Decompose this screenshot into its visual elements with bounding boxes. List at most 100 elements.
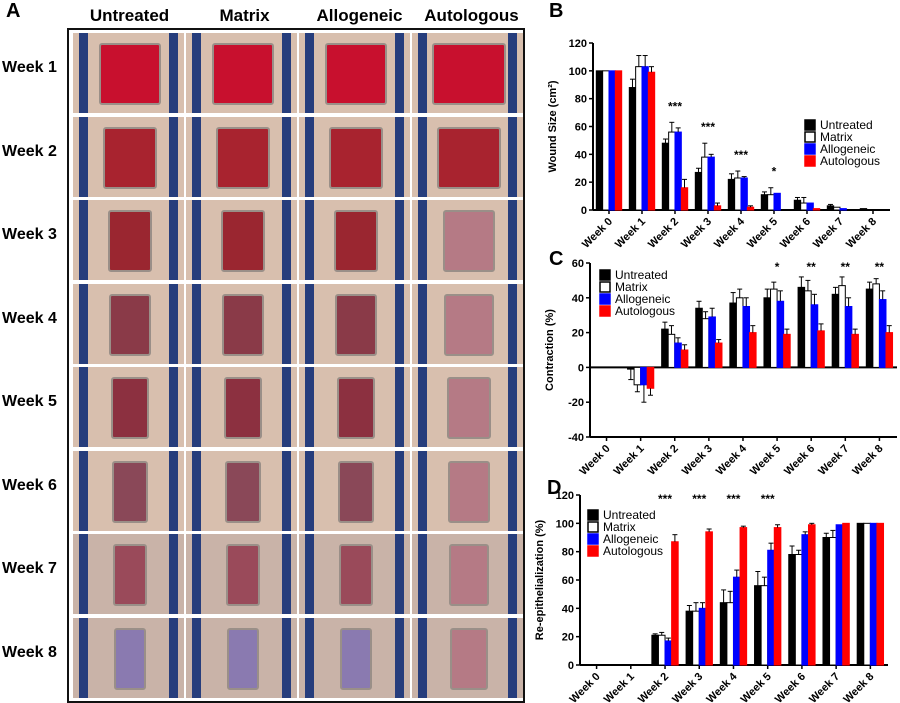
ruler-strap [418, 450, 427, 531]
ruler-strap [418, 116, 427, 197]
x-tick-label: Week 8 [850, 443, 885, 478]
ruler-strap [508, 617, 517, 698]
wound-photo [299, 367, 410, 447]
wound-area [216, 126, 270, 189]
ruler-strap [192, 534, 201, 614]
legend-swatch [587, 533, 599, 545]
bar-matrix [829, 537, 837, 666]
y-tick-label: 80 [575, 94, 587, 106]
wound-area [224, 377, 262, 439]
bar-allogeneic [740, 177, 748, 211]
ruler-strap [395, 200, 404, 280]
wound-area [339, 627, 373, 690]
bar-autologous [812, 208, 821, 211]
wound-area [334, 210, 378, 272]
bar-untreated [661, 328, 669, 368]
row-label: Week 6 [2, 476, 57, 494]
bar-allogeneic [640, 366, 648, 386]
wound-area [225, 544, 261, 606]
ruler-strap [282, 33, 291, 113]
x-tick-label: Week 1 [613, 216, 648, 251]
significance-marker: ** [807, 260, 817, 274]
ruler-strap [305, 450, 314, 531]
ruler-strap [169, 116, 178, 197]
y-tick-label: 60 [572, 258, 584, 270]
bar-autologous [646, 366, 655, 389]
legend-swatch [587, 521, 599, 533]
wound-photo [299, 534, 410, 614]
ruler-strap [192, 283, 201, 364]
bar-untreated [760, 194, 769, 211]
column-header: Matrix [219, 6, 270, 25]
bar-matrix [770, 288, 778, 368]
x-tick-label: Week 6 [782, 443, 817, 478]
wound-photo [412, 450, 523, 531]
y-tick-label: 0 [578, 362, 584, 374]
ruler-strap [418, 617, 427, 698]
column-header: Allogeneic [316, 6, 403, 25]
y-tick-label: 0 [568, 660, 574, 672]
x-tick-label: Week 1 [612, 443, 647, 478]
ruler-strap [79, 200, 88, 280]
bar-untreated [865, 288, 874, 368]
bar-autologous [807, 524, 816, 666]
bar-allogeneic [767, 549, 775, 666]
bar-matrix [633, 366, 642, 386]
wound-area [325, 43, 387, 105]
wound-photo [186, 33, 297, 113]
wound-photo [73, 283, 184, 364]
y-tick-label: 20 [572, 328, 584, 340]
ruler-strap [192, 116, 201, 197]
wound-photo [299, 450, 410, 531]
ruler-strap [395, 283, 404, 364]
y-tick-label: 60 [575, 122, 587, 134]
wound-area [432, 43, 506, 105]
ruler-strap [169, 200, 178, 280]
significance-marker: *** [668, 99, 682, 113]
x-tick-label: Week 7 [807, 671, 842, 703]
y-tick-label: 40 [562, 603, 574, 615]
ruler-strap [282, 617, 291, 698]
wound-area [221, 293, 265, 356]
bar-untreated [628, 87, 637, 211]
bar-untreated [856, 522, 865, 666]
wound-photo [186, 534, 297, 614]
bar-untreated [729, 302, 737, 368]
wound-area [449, 627, 489, 690]
bar-autologous [749, 332, 757, 368]
x-tick-label: Week 5 [739, 671, 774, 703]
x-tick-label: Week 2 [636, 671, 671, 703]
x-tick-label: Week 1 [602, 671, 637, 703]
x-tick-label: Week 4 [704, 670, 740, 703]
bar-untreated [685, 610, 694, 666]
legend-swatch [587, 509, 599, 521]
ruler-strap [192, 200, 201, 280]
ruler-strap [192, 617, 201, 698]
wound-photo [73, 534, 184, 614]
wound-area [437, 126, 501, 189]
ruler-strap [418, 283, 427, 364]
wound-photo-grid [67, 28, 525, 703]
panel-label-a: A [6, 0, 21, 22]
bar-allogeneic [806, 202, 814, 211]
ruler-strap [508, 200, 517, 280]
wound-photo [299, 116, 410, 197]
bar-matrix [760, 585, 769, 666]
x-tick-label: Week 0 [580, 216, 615, 251]
row-label: Week 4 [2, 309, 57, 327]
bar-untreated [651, 634, 659, 666]
ruler-strap [418, 200, 427, 280]
ruler-strap [79, 283, 88, 364]
row-label: Week 3 [2, 226, 57, 243]
bar-matrix [602, 70, 610, 211]
bar-autologous [817, 330, 825, 368]
bar-allogeneic [674, 131, 682, 211]
row-label: Week 7 [2, 560, 57, 577]
legend-swatch [587, 545, 599, 557]
bar-matrix [667, 333, 676, 368]
legend-swatch [599, 281, 611, 293]
bar-autologous [647, 71, 656, 211]
wound-photo [412, 200, 523, 280]
ruler-strap [508, 450, 517, 531]
panel-label-c: C [549, 248, 564, 270]
